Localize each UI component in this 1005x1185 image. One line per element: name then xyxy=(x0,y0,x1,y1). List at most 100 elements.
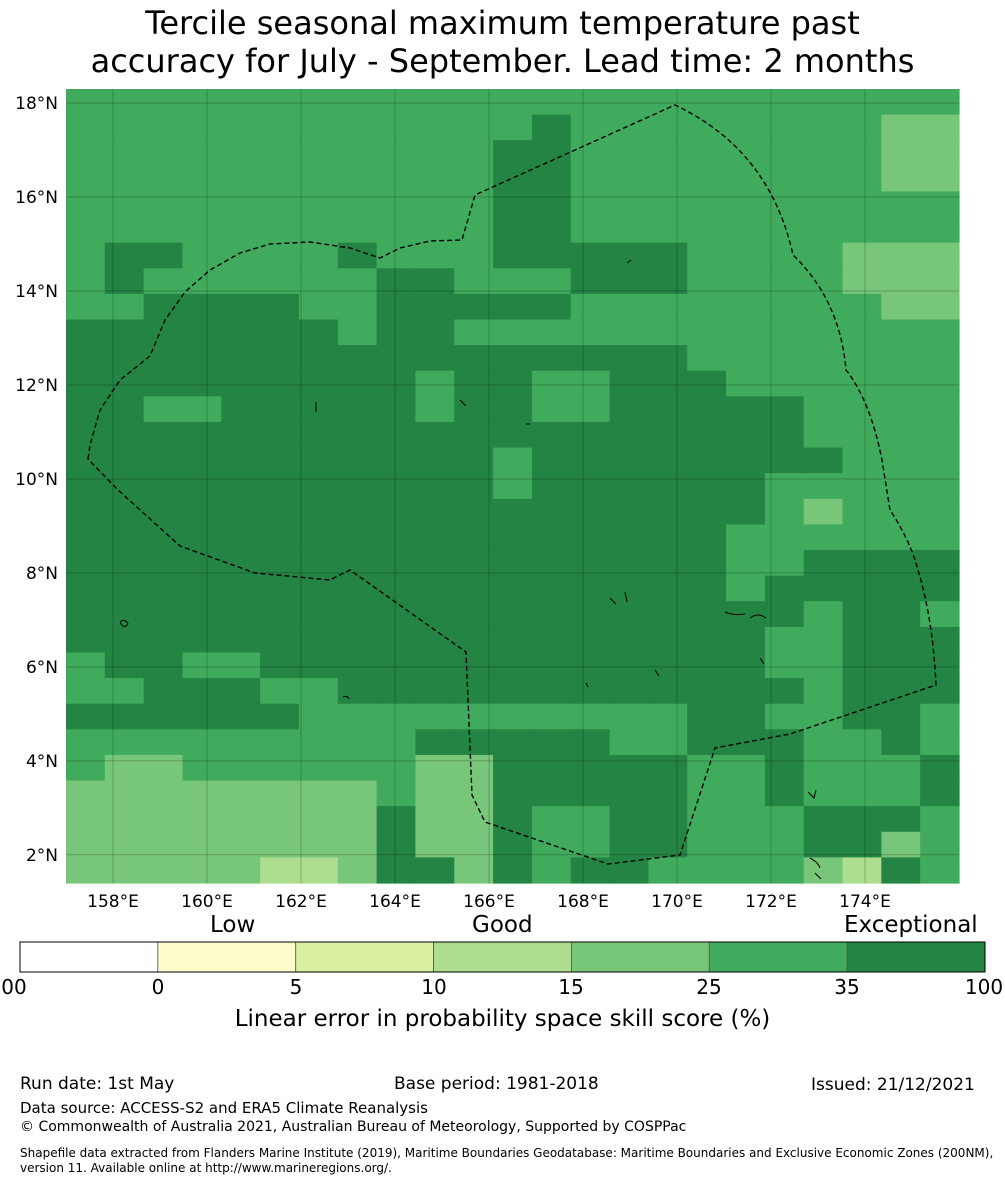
grid-cell xyxy=(143,396,184,423)
grid-cell xyxy=(493,780,533,807)
grid-cell xyxy=(143,601,184,628)
grid-cell xyxy=(803,626,844,654)
grid-cell xyxy=(260,524,300,551)
grid-cell xyxy=(182,473,222,500)
grid-cell xyxy=(337,831,378,858)
grid-cell xyxy=(726,524,766,551)
grid-cell xyxy=(454,217,494,244)
grid-cell xyxy=(920,729,960,756)
grid-cell xyxy=(531,601,572,628)
grid-cell xyxy=(920,217,960,244)
grid-cell xyxy=(570,831,611,858)
grid-cell xyxy=(66,703,106,730)
grid-cell xyxy=(260,293,300,321)
grid-cell xyxy=(298,89,339,116)
grid-cell xyxy=(337,319,378,346)
grid-cell xyxy=(920,550,960,577)
grid-cell xyxy=(143,217,184,244)
grid-cell xyxy=(298,550,339,577)
grid-cell xyxy=(648,191,688,218)
map-gridlines xyxy=(66,89,959,883)
grid-cell xyxy=(920,806,960,833)
grid-cell xyxy=(337,857,378,884)
grid-cell xyxy=(687,806,727,833)
grid-cell xyxy=(764,806,805,833)
colorbar-segment xyxy=(708,941,848,973)
grid-cell xyxy=(803,831,844,858)
grid-cell xyxy=(260,626,300,654)
grid-cell xyxy=(104,498,145,526)
grid-cell xyxy=(376,729,417,756)
colorbar-tick: 35 xyxy=(834,975,860,999)
colorbar-label-exceptional: Exceptional xyxy=(844,912,978,938)
grid-cell xyxy=(687,754,727,782)
grid-cell xyxy=(842,754,882,782)
grid-cell xyxy=(337,114,378,141)
grid-cell xyxy=(66,165,106,193)
grid-cell xyxy=(376,550,417,577)
grid-cell xyxy=(66,319,106,346)
grid-cell xyxy=(221,165,261,193)
grid-cell xyxy=(493,626,533,654)
grid-cell xyxy=(260,754,300,782)
grid-cell xyxy=(609,524,649,551)
grid-cell xyxy=(842,780,882,807)
grid-cell xyxy=(143,140,184,167)
grid-cell xyxy=(570,575,611,602)
grid-cell xyxy=(531,626,572,654)
grid-cell xyxy=(454,626,494,654)
grid-cell xyxy=(764,498,805,526)
grid-cell xyxy=(337,268,378,295)
grid-cell xyxy=(298,498,339,526)
grid-cell xyxy=(298,217,339,244)
grid-cell xyxy=(493,396,533,423)
grid-cell xyxy=(337,780,378,807)
grid-cell xyxy=(842,421,882,449)
grid-cell xyxy=(920,191,960,218)
grid-cell xyxy=(570,140,611,167)
grid-cell xyxy=(182,524,222,551)
grid-cell xyxy=(726,806,766,833)
grid-cell xyxy=(648,268,688,295)
grid-cell xyxy=(298,524,339,551)
grid-cell xyxy=(143,345,184,372)
grid-cell xyxy=(143,165,184,193)
grid-cell xyxy=(260,165,300,193)
grid-cell xyxy=(66,114,106,141)
grid-cell xyxy=(803,857,844,884)
grid-cell xyxy=(920,293,960,321)
grid-cell xyxy=(609,217,649,244)
grid-cell xyxy=(104,370,145,397)
grid-cell xyxy=(764,319,805,346)
grid-cell xyxy=(687,447,727,474)
grid-cell xyxy=(493,268,533,295)
grid-cell xyxy=(726,396,766,423)
grid-cell xyxy=(531,370,572,397)
grid-cell xyxy=(415,114,455,141)
grid-cell xyxy=(337,473,378,500)
grid-cell xyxy=(104,601,145,628)
grid-cell xyxy=(570,806,611,833)
x-tick-label: 166°E xyxy=(463,892,515,912)
grid-cell xyxy=(415,89,455,116)
grid-cell xyxy=(881,601,921,628)
grid-cell xyxy=(493,473,533,500)
grid-cell xyxy=(881,140,921,167)
grid-cell xyxy=(726,165,766,193)
grid-cell xyxy=(260,191,300,218)
grid-cell xyxy=(454,703,494,730)
grid-cell xyxy=(221,626,261,654)
colorbar-outline xyxy=(19,941,986,973)
base-period: Base period: 1981-2018 xyxy=(394,1074,599,1094)
grid-cell xyxy=(376,780,417,807)
grid-cell xyxy=(803,396,844,423)
grid-cell xyxy=(337,396,378,423)
grid-cell xyxy=(260,857,300,884)
grid-cell xyxy=(143,703,184,730)
grid-cell xyxy=(842,652,882,679)
grid-cell xyxy=(182,626,222,654)
grid-cell xyxy=(687,191,727,218)
grid-cell xyxy=(687,575,727,602)
grid-cell xyxy=(648,421,688,449)
